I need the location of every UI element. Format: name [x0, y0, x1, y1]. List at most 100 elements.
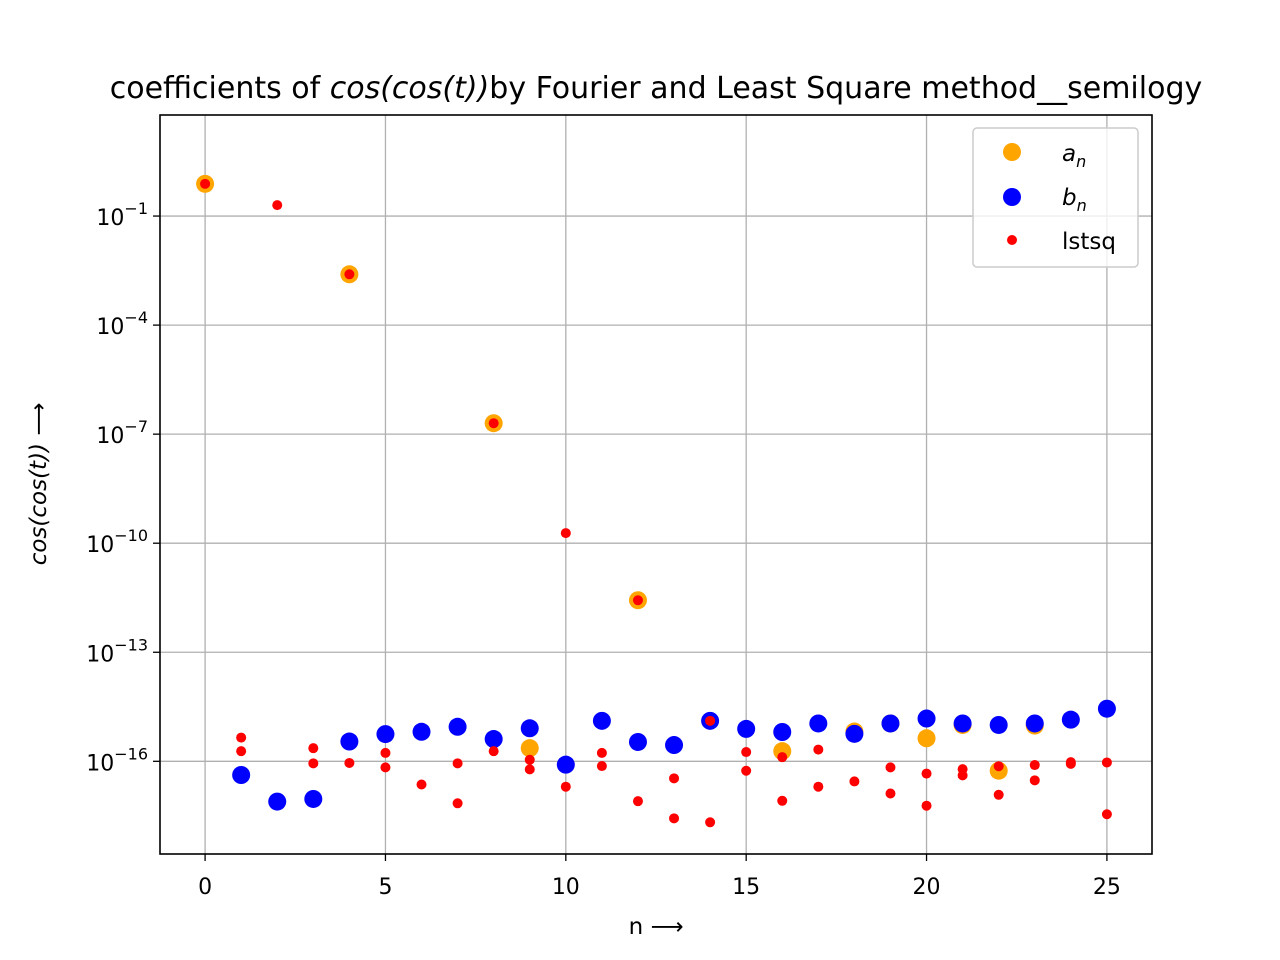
data-point	[1097, 699, 1116, 718]
plot-area-frame	[159, 114, 1153, 855]
data-point	[596, 747, 607, 758]
data-point	[881, 714, 900, 733]
data-point	[989, 715, 1008, 734]
y-tick-label: 10−16	[86, 744, 148, 776]
data-point	[1029, 775, 1040, 786]
data-point	[917, 729, 936, 748]
data-point	[200, 178, 211, 189]
series-lstsq	[200, 178, 1112, 828]
data-point	[849, 776, 860, 787]
x-tick-label: 5	[378, 875, 392, 900]
legend-box	[972, 127, 1139, 268]
data-point	[741, 765, 752, 776]
data-point	[560, 781, 571, 792]
data-point	[524, 754, 535, 765]
data-point	[452, 758, 463, 769]
data-point	[1061, 710, 1080, 729]
x-tick-label: 0	[198, 875, 212, 900]
y-tick-label: 10−10	[86, 526, 148, 558]
data-point	[632, 796, 643, 807]
data-point	[488, 746, 499, 757]
data-point	[452, 798, 463, 809]
legend-label-lstsq: lstsq	[1062, 229, 1116, 255]
data-point	[448, 717, 467, 736]
y-axis-label: cos(cos(t)) ⟶	[26, 403, 52, 566]
title-math: cos(cos(t))	[330, 71, 490, 106]
data-point	[344, 757, 355, 768]
data-point	[885, 762, 896, 773]
data-point	[416, 779, 427, 790]
title-prefix: coefficients of	[110, 71, 330, 106]
data-point	[921, 800, 932, 811]
data-point	[380, 747, 391, 758]
data-point	[376, 725, 395, 744]
data-point	[665, 736, 684, 755]
data-point	[1029, 760, 1040, 771]
data-point	[921, 768, 932, 779]
data-point	[1065, 757, 1076, 768]
legend-marker-b-n	[1003, 188, 1021, 206]
x-axis-label: n ⟶	[629, 914, 684, 940]
data-point	[917, 709, 936, 728]
legend: an bn lstsq	[972, 127, 1139, 268]
data-point	[737, 719, 756, 738]
x-axis-ticks: 0 5 10 15 20 25	[198, 854, 1121, 900]
y-axis-ticks: 10−16 10−13 10−10 10−7 10−4 10−1	[86, 199, 160, 776]
data-point	[412, 722, 431, 741]
data-point	[560, 528, 571, 539]
data-point	[488, 418, 499, 429]
data-point	[632, 595, 643, 606]
data-point	[484, 730, 503, 749]
data-point	[232, 766, 251, 785]
grid	[160, 115, 1152, 854]
data-point	[272, 200, 283, 211]
data-point	[669, 813, 680, 824]
data-point	[669, 773, 680, 784]
series-b-n	[232, 699, 1116, 811]
data-point	[556, 755, 575, 774]
data-point	[705, 817, 716, 828]
data-point	[308, 743, 319, 754]
y-tick-label: 10−7	[96, 417, 148, 449]
data-points	[196, 174, 1116, 828]
data-point	[1025, 714, 1044, 733]
data-point	[380, 762, 391, 773]
y-tick-label: 10−4	[96, 308, 148, 340]
data-point	[741, 747, 752, 758]
data-point	[705, 715, 716, 726]
data-point	[1101, 757, 1112, 768]
x-tick-label: 15	[732, 875, 760, 900]
data-point	[236, 732, 247, 743]
x-tick-label: 10	[552, 875, 580, 900]
title-suffix: by Fourier and Least Square method__semi…	[489, 71, 1202, 106]
data-point	[953, 714, 972, 733]
data-point	[628, 732, 647, 751]
legend-label-b-n: bn	[1062, 185, 1087, 215]
x-tick-label: 25	[1093, 875, 1121, 900]
data-point	[520, 739, 539, 758]
legend-marker-a-n	[1003, 143, 1021, 161]
data-point	[268, 792, 287, 811]
y-tick-label: 10−1	[96, 199, 148, 231]
data-point	[957, 770, 968, 781]
data-point	[993, 761, 1004, 772]
data-point	[596, 761, 607, 772]
data-point	[236, 746, 247, 757]
data-point	[885, 788, 896, 799]
data-point	[993, 789, 1004, 800]
chart-title: coefficients of cos(cos(t))by Fourier an…	[110, 71, 1203, 106]
x-tick-label: 20	[913, 875, 941, 900]
data-point	[777, 795, 788, 806]
legend-marker-lstsq	[1007, 235, 1017, 245]
data-point	[845, 724, 864, 743]
data-point	[344, 269, 355, 280]
data-point	[1101, 809, 1112, 820]
data-point	[520, 719, 539, 738]
data-point	[340, 732, 359, 751]
data-point	[809, 714, 828, 733]
data-point	[592, 711, 611, 730]
data-point	[777, 752, 788, 763]
data-point	[813, 781, 824, 792]
data-point	[308, 758, 319, 769]
